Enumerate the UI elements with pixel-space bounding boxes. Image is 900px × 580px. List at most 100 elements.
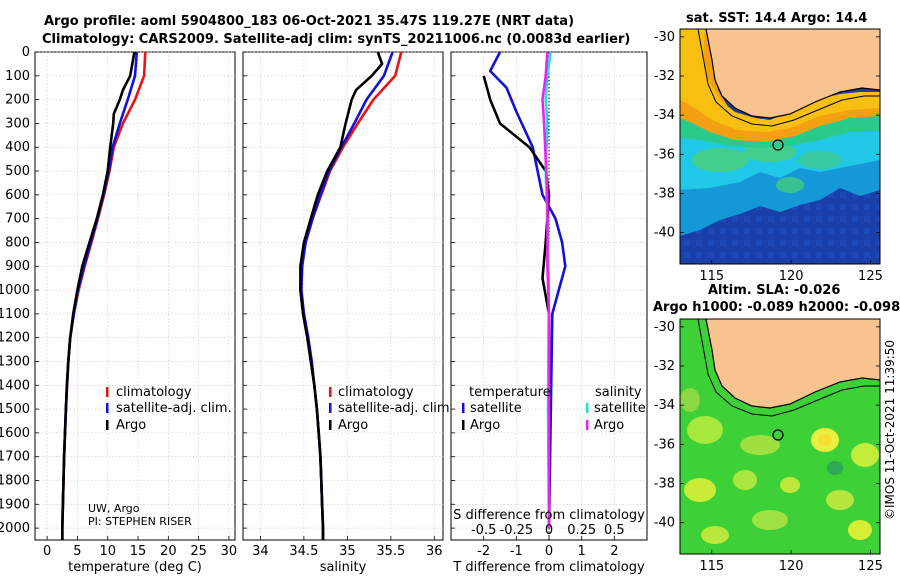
salinity-legend: climatology satellite-adj. clim. Argo bbox=[329, 385, 454, 433]
map-lat-label: -30 bbox=[654, 320, 675, 335]
depth-tick-label: 100 bbox=[5, 69, 30, 84]
depth-tick-label: 1200 bbox=[0, 331, 30, 346]
legend-argo-swatch bbox=[106, 420, 109, 430]
legend-sal-argo-swatch bbox=[586, 420, 589, 430]
map-lat-label: -40 bbox=[654, 226, 675, 241]
depth-tick-label: 800 bbox=[5, 235, 30, 250]
sla-argo-location-marker bbox=[772, 429, 784, 441]
salinity-grid bbox=[243, 51, 443, 540]
x-tick-label: -1 bbox=[510, 544, 523, 559]
salinity-difference-label: S difference from climatology bbox=[453, 508, 645, 523]
legend-argo-swatch bbox=[329, 420, 332, 430]
legend-climatology-label: climatology bbox=[338, 385, 414, 400]
depth-tick-label: 1000 bbox=[0, 283, 30, 298]
series-line-argo bbox=[60, 52, 136, 540]
series-line-argo bbox=[299, 52, 384, 540]
pi-note-name: PI: STEPHEN RISER bbox=[88, 515, 192, 528]
legend-satellite-swatch bbox=[106, 403, 109, 413]
temperature-grid bbox=[35, 51, 235, 540]
map-lon-label: 125 bbox=[858, 269, 883, 284]
x-tick-label: 36 bbox=[426, 544, 443, 559]
depth-tick-label: 1300 bbox=[0, 354, 30, 369]
x-tick-label: 35.5 bbox=[376, 544, 405, 559]
x-tick-label: 2 bbox=[610, 544, 618, 559]
map-lon-label: 115 bbox=[699, 269, 724, 284]
sst-map: -30 -32 -34 -36 -38 -40 115 120 125 bbox=[654, 28, 883, 284]
legend-temp-argo-label: Argo bbox=[470, 418, 500, 433]
salinity-difference-ticks: -0.5 -0.25 0 0.25 0.5 bbox=[471, 523, 625, 538]
legend-climatology-swatch bbox=[329, 387, 332, 397]
sst-argo-location-marker bbox=[772, 139, 784, 151]
map-lat-label: -36 bbox=[654, 147, 675, 162]
salinity-axes-frame bbox=[242, 51, 444, 541]
legend-argo-label: Argo bbox=[116, 418, 146, 433]
depth-tick-label: 1400 bbox=[0, 378, 30, 393]
map-lat-label: -34 bbox=[654, 398, 675, 413]
s-diff-tick-label: 0.25 bbox=[567, 523, 596, 538]
legend-salinity-title: salinity bbox=[595, 385, 642, 400]
map-lat-label: -40 bbox=[654, 516, 675, 531]
sla-map-frame bbox=[679, 318, 881, 555]
sst-map-ticks: -30 -32 -34 -36 -38 -40 115 120 125 bbox=[654, 30, 883, 284]
depth-tick-label: 500 bbox=[5, 164, 30, 179]
sst-map-title: sat. SST: 14.4 Argo: 14.4 bbox=[686, 11, 868, 26]
sla-map-ticks: -30 -32 -34 -36 -38 -40 115 120 125 bbox=[654, 320, 883, 574]
s-diff-tick-label: -0.5 bbox=[471, 523, 496, 538]
depth-tick-label: 600 bbox=[5, 188, 30, 203]
legend-temp-satellite-swatch bbox=[462, 403, 465, 413]
legend-temp-argo-swatch bbox=[462, 420, 465, 430]
temperature-series bbox=[60, 52, 147, 540]
sla-map-title-2: Argo h1000: -0.089 h2000: -0.098 bbox=[653, 300, 900, 315]
sst-isobath bbox=[697, 29, 880, 127]
x-tick-label: 0 bbox=[43, 544, 51, 559]
map-lat-label: -32 bbox=[654, 69, 675, 84]
depth-tick-label: 900 bbox=[5, 259, 30, 274]
depth-tick-label: 1500 bbox=[0, 402, 30, 417]
sst-coastline bbox=[705, 29, 880, 119]
sla-coastline bbox=[705, 319, 880, 409]
sla-map-title-1: Altim. SLA: -0.026 bbox=[708, 283, 841, 298]
depth-tick-label: 1900 bbox=[0, 497, 30, 512]
salinity-series bbox=[299, 52, 403, 540]
sst-land-mask bbox=[706, 29, 880, 118]
x-tick-label: 1 bbox=[578, 544, 586, 559]
map-lon-label: 115 bbox=[699, 559, 724, 574]
map-lat-label: -36 bbox=[654, 437, 675, 452]
map-lat-label: -38 bbox=[654, 477, 675, 492]
depth-tick-label: 700 bbox=[5, 212, 30, 227]
map-lat-label: -38 bbox=[654, 187, 675, 202]
difference-panel: -2 -1 0 1 2 T difference from climatology S … bbox=[450, 51, 648, 575]
depth-tick-label: 1100 bbox=[0, 307, 30, 322]
difference-series bbox=[482, 52, 567, 529]
map-lat-label: -32 bbox=[654, 359, 675, 374]
temperature-panel: 0100200300400500600700800900100011001200… bbox=[0, 45, 237, 575]
legend-climatology-swatch bbox=[106, 387, 109, 397]
x-tick-label: 5 bbox=[73, 544, 81, 559]
sla-isobath bbox=[697, 319, 880, 417]
pi-note-institution: UW, Argo bbox=[88, 502, 140, 515]
depth-tick-label: 2000 bbox=[0, 521, 30, 536]
figure-title-line2: Climatology: CARS2009. Satellite-adj cli… bbox=[42, 32, 631, 47]
salinity-xlabel: salinity bbox=[320, 560, 367, 575]
temperature-xlabel: temperature (deg C) bbox=[68, 560, 202, 575]
depth-tick-label: 1800 bbox=[0, 473, 30, 488]
figure-title-line1: Argo profile: aoml 5904800_183 06-Oct-20… bbox=[44, 14, 575, 29]
salinity-panel: 34 34.5 35 35.5 36 salinity climatology sate… bbox=[242, 51, 454, 575]
x-tick-label: 20 bbox=[160, 544, 177, 559]
x-tick-label: 0 bbox=[545, 544, 553, 559]
legend-satellite-label: satellite-adj. clim. bbox=[116, 401, 232, 416]
legend-argo-label: Argo bbox=[338, 418, 368, 433]
legend-satellite-swatch bbox=[329, 403, 332, 413]
series-line-salinity-argo bbox=[541, 52, 551, 529]
sla-map: -30 -32 -34 -36 -38 -40 115 120 125 bbox=[654, 318, 883, 574]
legend-sal-satellite-label: satellite bbox=[594, 401, 646, 416]
x-tick-label: 30 bbox=[221, 544, 238, 559]
s-diff-tick-label: -0.25 bbox=[500, 523, 534, 538]
salinity-ticks: 34 34.5 35 35.5 36 bbox=[243, 51, 443, 559]
depth-tick-label: 200 bbox=[5, 93, 30, 108]
depth-tick-label: 0 bbox=[22, 45, 30, 60]
sla-map-field bbox=[680, 319, 880, 554]
x-tick-label: 35 bbox=[339, 544, 356, 559]
temperature-legend: climatology satellite-adj. clim. Argo bbox=[106, 385, 232, 433]
difference-legend: temperature salinity satellite Argo sate… bbox=[462, 385, 646, 433]
